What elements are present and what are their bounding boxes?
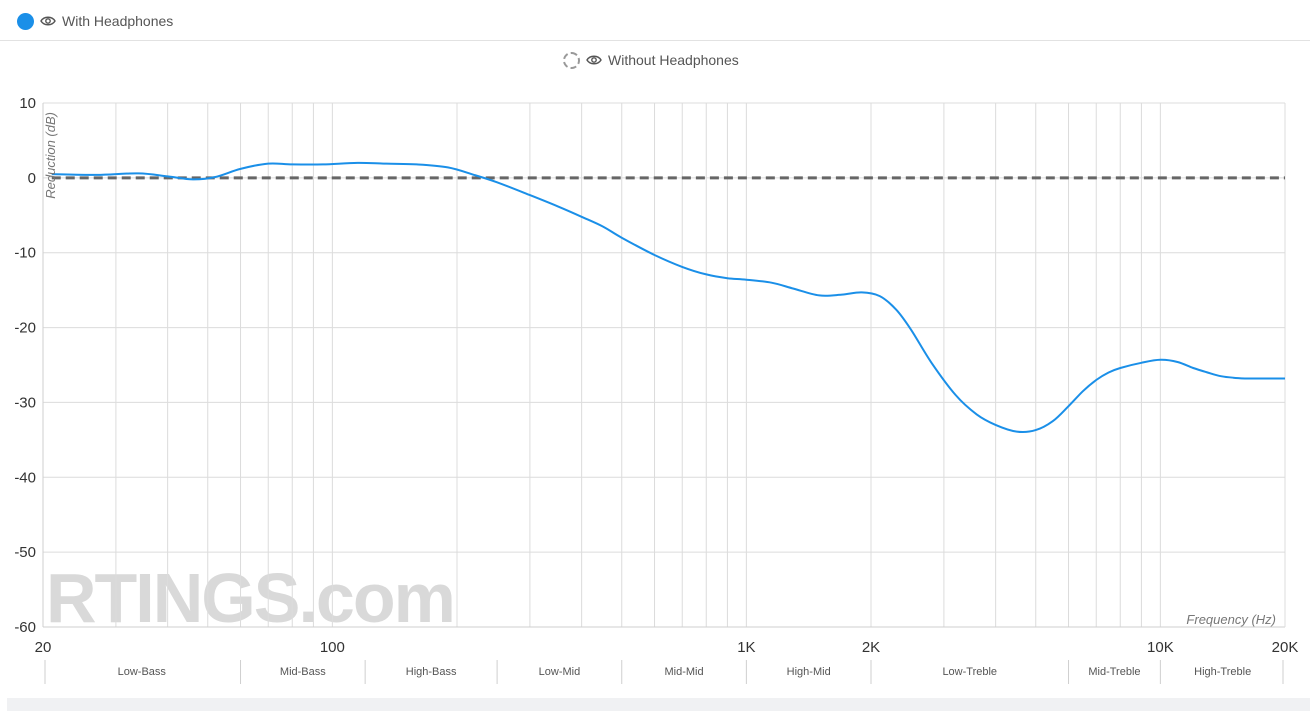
y-tick-label: 0 [28, 170, 36, 187]
y-tick-label: -10 [14, 245, 36, 262]
legend-item-with-headphones[interactable]: With Headphones [17, 11, 173, 31]
y-tick-label: -50 [14, 544, 36, 561]
band-label: Mid-Treble [1088, 666, 1140, 678]
y-axis-title: Reduction (dB) [43, 112, 58, 199]
series-line-with-headphones [51, 161, 1285, 433]
x-axis-title: Frequency (Hz) [1186, 612, 1276, 627]
band-label: Mid-Mid [664, 666, 703, 678]
x-tick-label: 20K [1272, 639, 1299, 656]
legend-label: With Headphones [62, 13, 174, 29]
scrollbar-track[interactable] [7, 698, 1310, 711]
y-tick-label: -40 [14, 469, 36, 486]
x-tick-label: 20 [35, 639, 52, 656]
eye-icon[interactable] [586, 54, 602, 66]
eye-icon[interactable] [40, 15, 56, 27]
band-label: Low-Treble [942, 666, 997, 678]
rtings-watermark: RTINGS.com [46, 559, 454, 637]
band-label: High-Treble [1194, 666, 1251, 678]
series-color-swatch[interactable] [563, 51, 580, 69]
x-tick-label: 100 [320, 639, 345, 656]
series-color-swatch[interactable] [17, 12, 34, 30]
legend-label: Without Headphones [608, 52, 739, 68]
band-label: High-Mid [787, 666, 831, 678]
band-label: Low-Mid [539, 666, 581, 678]
band-label: Mid-Bass [280, 666, 326, 678]
y-tick-label: -30 [14, 394, 36, 411]
band-label: High-Bass [406, 666, 457, 678]
y-tick-label: 10 [19, 95, 36, 112]
x-tick-label: 2K [862, 639, 880, 656]
y-tick-label: -60 [14, 619, 36, 636]
x-tick-label: 1K [737, 639, 755, 656]
x-tick-label: 10K [1147, 639, 1174, 656]
y-tick-label: -20 [14, 320, 36, 337]
legend-item-without-headphones[interactable]: Without Headphones [563, 50, 739, 70]
legend-row [0, 0, 1310, 41]
band-label: Low-Bass [118, 666, 167, 678]
